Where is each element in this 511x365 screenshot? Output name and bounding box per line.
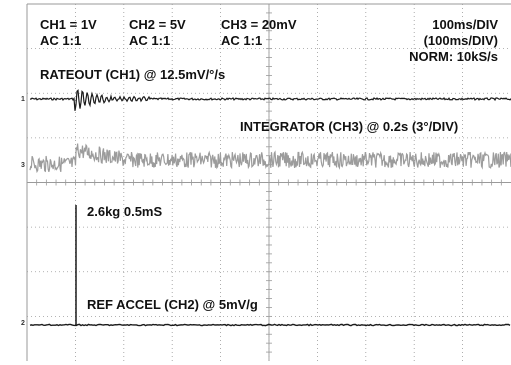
integrator-trace	[29, 143, 511, 174]
ch3-scale: CH3 = 20mV	[221, 17, 297, 32]
ch3-coupling: AC 1:1	[221, 33, 263, 48]
ch1-scale: CH1 = 1V	[40, 17, 97, 32]
ch2-scale: CH2 = 5V	[129, 17, 186, 32]
ref-accel-trace	[29, 323, 511, 327]
sample-rate-readout: NORM: 10kS/s	[409, 49, 498, 64]
ch1-coupling: AC 1:1	[40, 33, 82, 48]
timebase-readout: 100ms/DIV	[432, 17, 498, 32]
ch1-ground-marker: 1	[21, 96, 25, 103]
rateout-trace	[29, 89, 511, 111]
ch3-ground-marker: 3	[21, 162, 25, 169]
ref-accel-label: REF ACCEL (CH2) @ 5mV/g	[87, 297, 258, 312]
ch2-coupling: AC 1:1	[129, 33, 171, 48]
ch2-ground-marker: 2	[21, 320, 25, 327]
timebase-sub-readout: (100ms/DIV)	[423, 33, 498, 48]
rateout-label: RATEOUT (CH1) @ 12.5mV/°/s	[40, 67, 226, 82]
impulse-label: 2.6kg 0.5mS	[87, 204, 163, 219]
integrator-label: INTEGRATOR (CH3) @ 0.2s (3°/DIV)	[240, 119, 459, 134]
